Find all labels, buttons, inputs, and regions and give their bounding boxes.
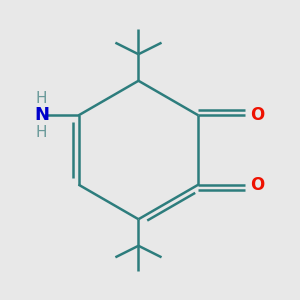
Text: H: H: [36, 91, 47, 106]
Text: N: N: [34, 106, 49, 124]
Text: O: O: [250, 176, 265, 194]
Text: H: H: [36, 125, 47, 140]
Text: O: O: [250, 106, 265, 124]
